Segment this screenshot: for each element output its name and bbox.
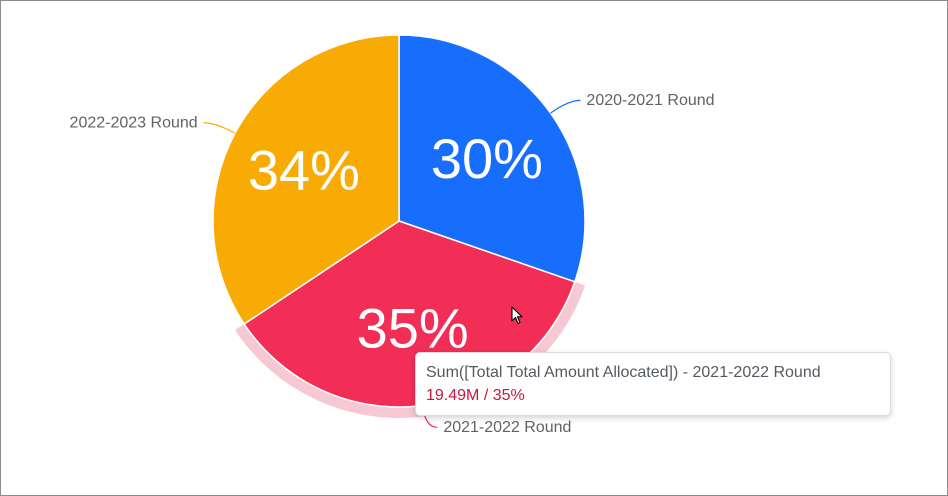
leader-line [550,99,581,114]
tooltip-value: 19.49M / 35% [426,387,525,404]
tooltip-title: Sum([Total Total Amount Allocated]) - 20… [426,364,821,381]
slice-category-label: 2022-2023 Round [70,114,198,131]
slice-percent-label: 30% [431,127,543,190]
tooltip: Sum([Total Total Amount Allocated]) - 20… [415,352,891,416]
pie-slice-2022-2023-round[interactable] [212,34,400,325]
slice-percent-label: 34% [248,139,360,202]
leader-line [203,122,236,134]
slice-percent-label: 35% [357,297,469,360]
slice-category-label: 2021-2022 Round [443,419,571,436]
arrow-cursor-icon [511,306,523,325]
slice-category-label: 2020-2021 Round [586,92,714,109]
